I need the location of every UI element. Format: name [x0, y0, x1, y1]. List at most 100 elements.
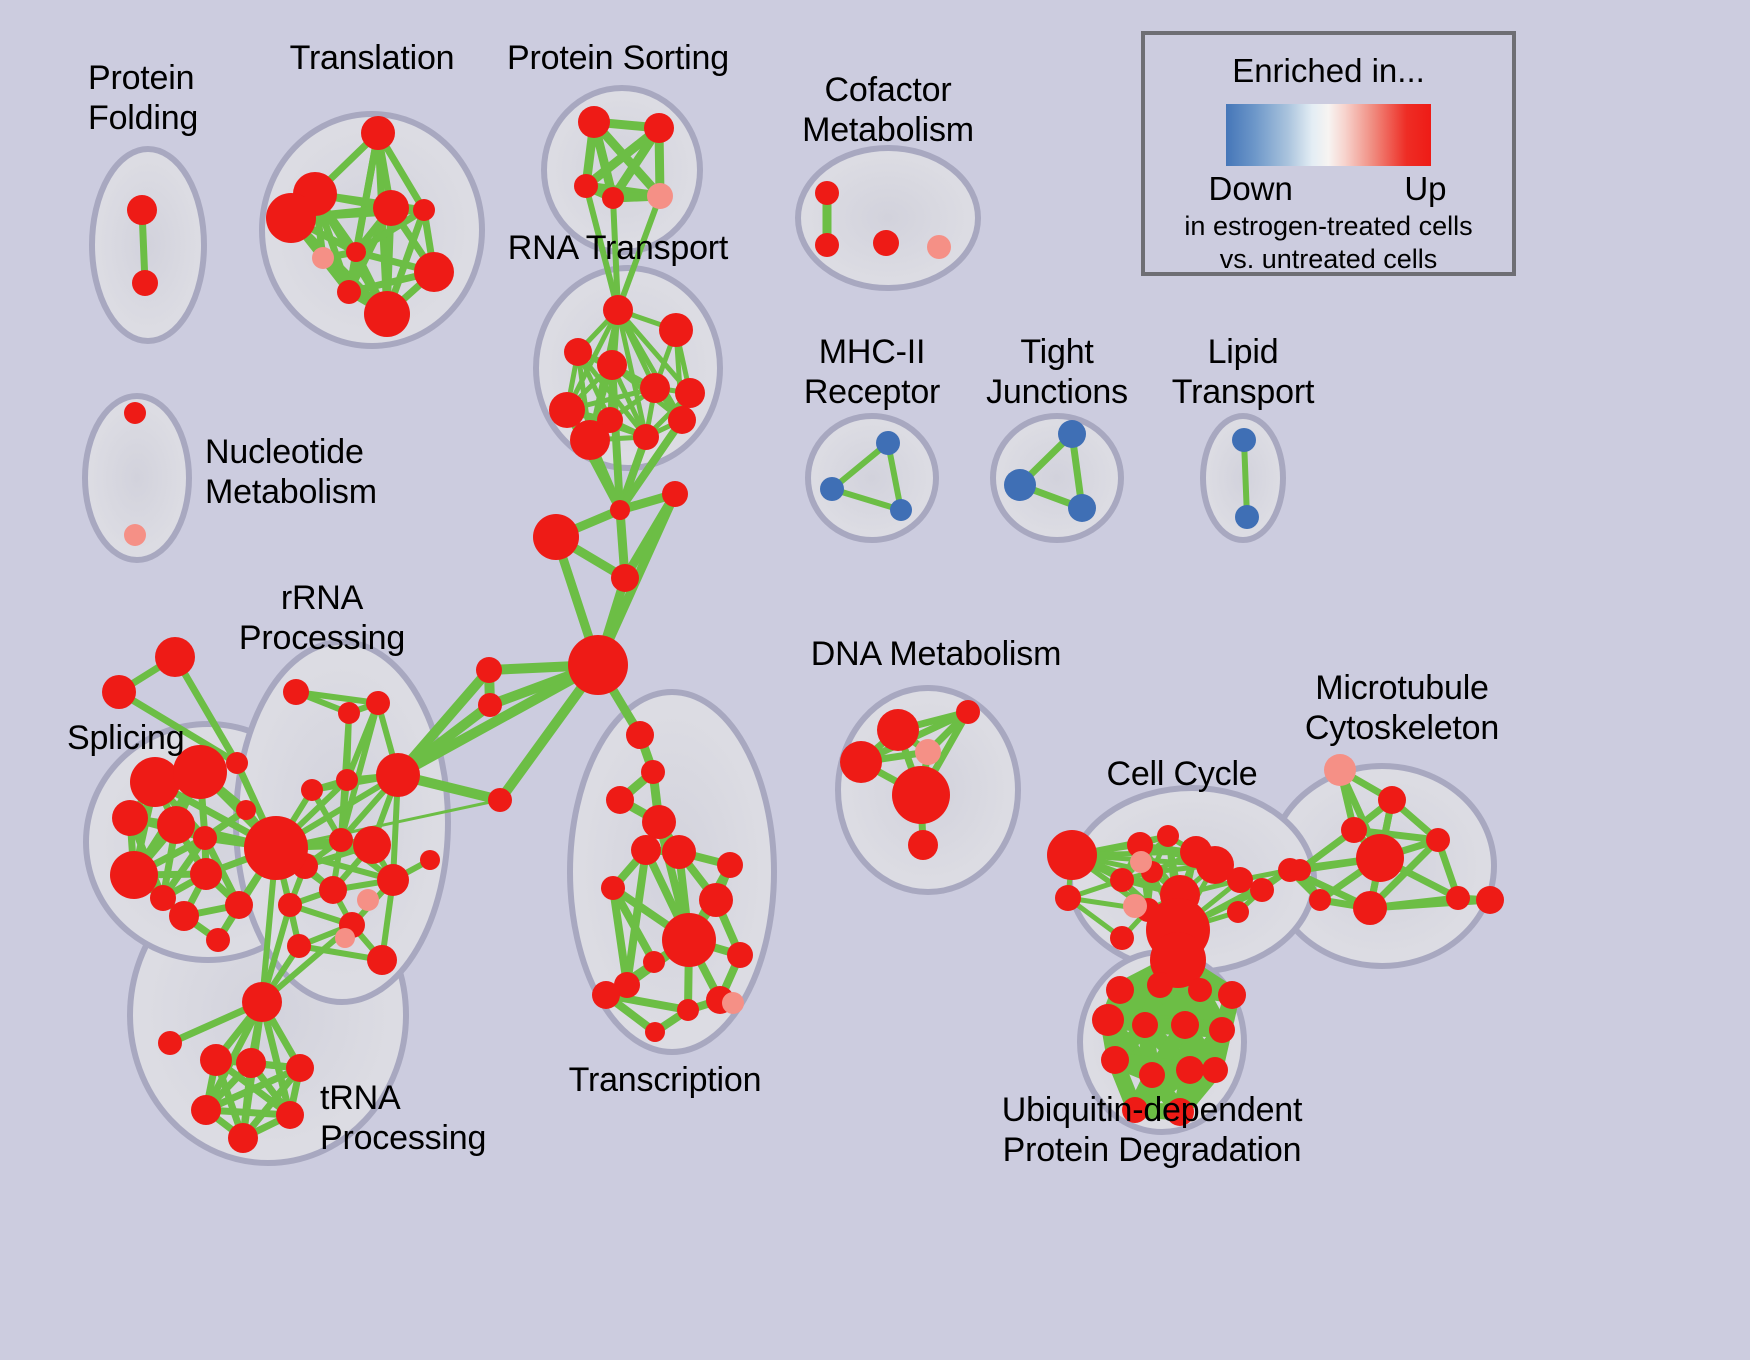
node	[286, 1054, 314, 1082]
node	[206, 928, 230, 952]
legend-color-gradient-bar	[1226, 104, 1431, 166]
node	[956, 700, 980, 724]
node	[336, 769, 358, 791]
node	[1378, 786, 1406, 814]
node	[717, 852, 743, 878]
node	[414, 252, 454, 292]
node	[236, 800, 256, 820]
cluster-label-dna-metabolism: DNA Metabolism	[810, 635, 1062, 673]
node	[376, 753, 420, 797]
node	[1202, 1057, 1228, 1083]
cluster-label-trna-processing: tRNA Processing	[320, 1079, 487, 1157]
node	[1309, 889, 1331, 911]
node	[1196, 846, 1234, 884]
node	[361, 116, 395, 150]
node	[357, 889, 379, 911]
node	[1426, 828, 1450, 852]
node	[1250, 878, 1274, 902]
node	[276, 1101, 304, 1129]
node	[699, 883, 733, 917]
legend-title: Enriched in...	[1232, 52, 1425, 89]
node	[647, 183, 673, 209]
cluster-label-rrna-processing: rRNA Processing	[238, 579, 406, 657]
node	[574, 174, 598, 198]
cluster-label-protein-folding: Protein Folding	[88, 59, 199, 137]
node	[662, 481, 688, 507]
node	[890, 499, 912, 521]
node	[1055, 885, 1081, 911]
node	[124, 402, 146, 424]
node	[1157, 825, 1179, 847]
node	[1356, 834, 1404, 882]
cluster-label-nucleotide-metabolism: Nucleotide Metabolism	[205, 433, 377, 511]
node	[1110, 868, 1134, 892]
node	[236, 1048, 266, 1078]
cluster-label-mhc-ii-receptor: MHC-II Receptor	[803, 333, 941, 411]
node	[366, 691, 390, 715]
node	[840, 741, 882, 783]
node	[266, 193, 316, 243]
node	[1166, 1098, 1194, 1126]
cluster-label-ubiquitin-protein-degradation: Ubiquitin-dependent Protein Degradation	[1001, 1091, 1303, 1169]
blob-nucleotide-metabolism	[82, 393, 192, 563]
node	[533, 514, 579, 560]
legend-endpoint-labels: Down Up	[1209, 170, 1449, 208]
node	[633, 424, 659, 450]
node	[642, 805, 676, 839]
node	[1446, 886, 1470, 910]
node	[353, 826, 391, 864]
node	[1047, 830, 1097, 880]
node	[610, 500, 630, 520]
node	[301, 779, 323, 801]
node	[377, 864, 409, 896]
node	[1127, 832, 1153, 858]
node	[1353, 891, 1387, 925]
cluster-label-splicing: Splicing	[67, 719, 185, 757]
node	[876, 431, 900, 455]
network-nodes	[102, 106, 1504, 1153]
node	[877, 709, 919, 751]
node	[662, 835, 696, 869]
node	[1092, 1004, 1124, 1036]
node	[626, 721, 654, 749]
cluster-label-translation: Translation	[289, 39, 455, 77]
node	[150, 885, 176, 911]
node	[1058, 420, 1086, 448]
node	[226, 752, 248, 774]
cluster-label-protein-sorting: Protein Sorting	[507, 39, 729, 77]
node	[287, 934, 311, 958]
node	[1122, 1097, 1148, 1123]
node	[127, 195, 157, 225]
node	[578, 106, 610, 138]
node	[244, 816, 308, 880]
node	[640, 373, 670, 403]
cluster-label-cell-cycle: Cell Cycle	[1106, 755, 1258, 793]
node	[873, 230, 899, 256]
node	[1004, 469, 1036, 501]
node	[1171, 1011, 1199, 1039]
node	[478, 693, 502, 717]
node	[1476, 886, 1504, 914]
node	[1101, 1046, 1129, 1074]
node	[130, 757, 180, 807]
cluster-label-tight-junctions: Tight Junctions	[986, 333, 1128, 411]
node	[1209, 1017, 1235, 1043]
node	[420, 850, 440, 870]
node	[110, 851, 158, 899]
node	[228, 1123, 258, 1153]
node	[157, 806, 195, 844]
node	[815, 181, 839, 205]
node	[319, 876, 347, 904]
node	[675, 378, 705, 408]
node	[1235, 505, 1259, 529]
node	[124, 524, 146, 546]
node	[641, 760, 665, 784]
node	[169, 901, 199, 931]
node	[564, 338, 592, 366]
node	[337, 280, 361, 304]
node	[1147, 972, 1173, 998]
node	[815, 233, 839, 257]
node	[278, 893, 302, 917]
legend-caption: in estrogen-treated cells vs. untreated …	[1145, 210, 1512, 276]
